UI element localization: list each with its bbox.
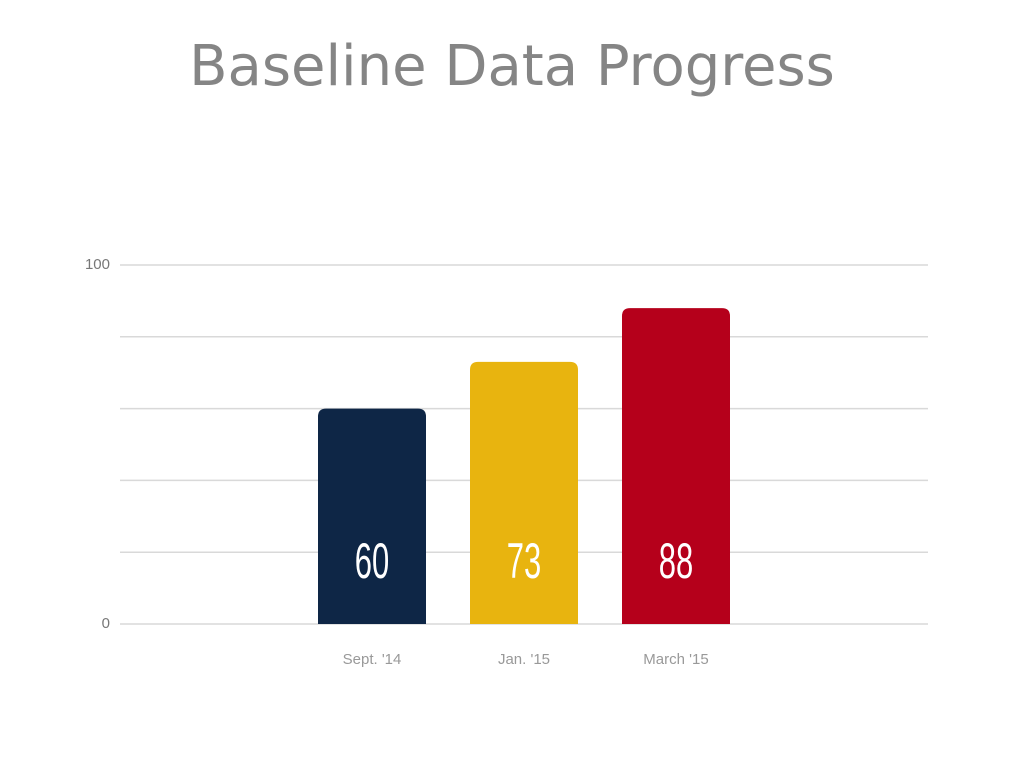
y-tick-label: 0 <box>102 615 110 632</box>
x-tick-label: Jan. '15 <box>498 651 550 668</box>
chart-title: Baseline Data Progress <box>189 34 835 99</box>
x-tick-label: Sept. '14 <box>343 651 402 668</box>
value-label: 88 <box>659 533 693 589</box>
x-tick-label: March '15 <box>643 651 708 668</box>
bar <box>470 361 578 624</box>
bar <box>318 408 426 624</box>
y-tick-label: 100 <box>85 256 110 273</box>
bar <box>622 308 730 624</box>
value-label: 73 <box>507 533 541 589</box>
value-label: 60 <box>355 533 389 589</box>
